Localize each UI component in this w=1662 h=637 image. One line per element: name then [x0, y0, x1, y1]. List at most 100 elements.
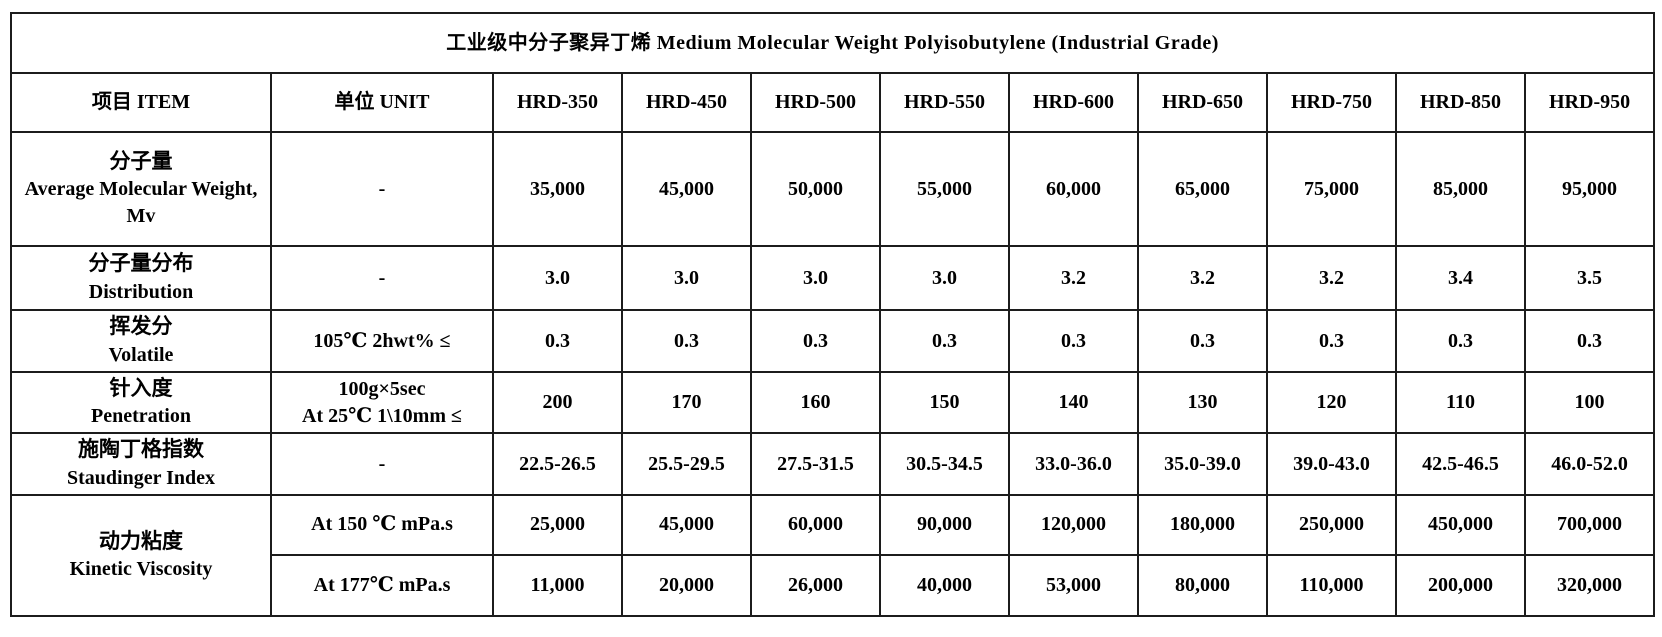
value-cell: 130	[1137, 370, 1268, 435]
item-cell: 施陶丁格指数 Staudinger Index	[10, 432, 272, 496]
value-cell: 46.0-52.0	[1523, 432, 1656, 496]
header-grade: HRD-650	[1137, 72, 1268, 133]
value-cell: 45,000	[621, 131, 752, 247]
value-cell: 160	[750, 370, 881, 435]
value-cell: 0.3	[1523, 309, 1656, 373]
value-cell: 42.5-46.5	[1395, 432, 1526, 496]
value-cell: 100	[1523, 370, 1656, 435]
item-cell: 针入度 Penetration	[10, 370, 272, 435]
value-cell: 0.3	[1137, 309, 1268, 373]
header-row: 项目 ITEM 单位 UNIT HRD-350 HRD-450 HRD-500 …	[10, 72, 1656, 133]
unit-cell: 105℃ 2hwt% ≤	[270, 309, 494, 373]
value-cell: 22.5-26.5	[492, 432, 623, 496]
header-grade: HRD-950	[1523, 72, 1656, 133]
item-label-en: Staudinger Index	[66, 466, 215, 489]
value-cell: 140	[1008, 370, 1139, 435]
item-cell-kinetic-viscosity: 动力粘度 Kinetic Viscosity	[10, 493, 272, 617]
value-cell: 3.0	[750, 245, 881, 311]
value-cell: 3.0	[621, 245, 752, 311]
unit-cell: 100g×5sec At 25℃ 1\10mm ≤	[270, 370, 494, 435]
value-cell: 45,000	[621, 493, 752, 556]
value-cell: 180,000	[1137, 493, 1268, 556]
value-cell: 0.3	[879, 309, 1010, 373]
value-cell: 26,000	[750, 553, 881, 617]
value-cell: 200	[492, 370, 623, 435]
title-row: 工业级中分子聚异丁烯 Medium Molecular Weight Polyi…	[9, 12, 1656, 74]
value-cell: 60,000	[750, 493, 881, 556]
unit-line-1: 100g×5sec	[338, 377, 426, 400]
value-cell: 30.5-34.5	[879, 432, 1010, 496]
value-cell: 3.0	[879, 245, 1010, 311]
value-cell: 450,000	[1395, 493, 1526, 556]
item-label-en: Kinetic Viscosity	[69, 557, 213, 580]
value-cell: 0.3	[1266, 309, 1397, 373]
value-cell: 0.3	[621, 309, 752, 373]
item-label-zh: 动力粘度	[99, 529, 183, 553]
item-label-zh: 挥发分	[109, 315, 173, 339]
value-cell: 55,000	[879, 131, 1010, 247]
header-grade: HRD-600	[1008, 72, 1139, 133]
item-label-zh: 分子量	[109, 149, 173, 173]
header-grade: HRD-500	[750, 72, 881, 133]
value-cell: 50,000	[750, 131, 881, 247]
value-cell: 85,000	[1395, 131, 1526, 247]
value-cell: 35.0-39.0	[1137, 432, 1268, 496]
header-grade: HRD-350	[492, 72, 623, 133]
value-cell: 25.5-29.5	[621, 432, 752, 496]
value-cell: 3.2	[1137, 245, 1268, 311]
unit-cell: At 150 ℃ mPa.s	[270, 493, 494, 556]
value-cell: 75,000	[1266, 131, 1397, 247]
value-cell: 700,000	[1523, 493, 1656, 556]
value-cell: 0.3	[1395, 309, 1526, 373]
item-cell: 挥发分 Volatile	[10, 309, 272, 373]
value-cell: 250,000	[1266, 493, 1397, 556]
header-grade: HRD-550	[879, 72, 1010, 133]
value-cell: 3.5	[1523, 245, 1656, 311]
item-cell: 分子量分布 Distribution	[10, 245, 272, 311]
value-cell: 11,000	[492, 553, 623, 617]
spec-sheet: 工业级中分子聚异丁烯 Medium Molecular Weight Polyi…	[0, 12, 1662, 637]
item-label-en: Volatile	[108, 343, 174, 366]
value-cell: 0.3	[750, 309, 881, 373]
table-row-penetration: 针入度 Penetration 100g×5sec At 25℃ 1\10mm …	[10, 370, 1656, 435]
page-title: 工业级中分子聚异丁烯 Medium Molecular Weight Polyi…	[9, 12, 1656, 74]
value-cell: 110,000	[1266, 553, 1397, 617]
value-cell: 3.2	[1266, 245, 1397, 311]
value-cell: 170	[621, 370, 752, 435]
value-cell: 39.0-43.0	[1266, 432, 1397, 496]
value-cell: 0.3	[1008, 309, 1139, 373]
header-grade: HRD-850	[1395, 72, 1526, 133]
item-label-en: Distribution	[88, 280, 194, 303]
header-item: 项目 ITEM	[10, 72, 272, 133]
unit-cell: At 177℃ mPa.s	[270, 553, 494, 617]
value-cell: 120	[1266, 370, 1397, 435]
value-cell: 3.0	[492, 245, 623, 311]
unit-cell: -	[270, 131, 494, 247]
value-cell: 90,000	[879, 493, 1010, 556]
value-cell: 95,000	[1523, 131, 1656, 247]
table-row-kinetic-viscosity-177: At 177℃ mPa.s 11,000 20,000 26,000 40,00…	[11, 553, 1656, 617]
table-row-staudinger-index: 施陶丁格指数 Staudinger Index - 22.5-26.5 25.5…	[10, 432, 1656, 496]
table-row-kinetic-viscosity-150: 动力粘度 Kinetic Viscosity At 150 ℃ mPa.s 25…	[10, 493, 1656, 617]
unit-cell: -	[270, 245, 494, 311]
item-label-zh: 针入度	[109, 377, 173, 400]
value-cell: 40,000	[879, 553, 1010, 617]
value-cell: 25,000	[492, 493, 623, 556]
item-label-en: Penetration	[91, 405, 191, 428]
table-row-molecular-weight: 分子量 Average Molecular Weight, Mv - 35,00…	[10, 131, 1656, 247]
item-label-zh: 施陶丁格指数	[78, 438, 204, 462]
value-cell: 60,000	[1008, 131, 1139, 247]
value-cell: 53,000	[1008, 553, 1139, 617]
value-cell: 20,000	[621, 553, 752, 617]
table-row-distribution: 分子量分布 Distribution - 3.0 3.0 3.0 3.0 3.2…	[10, 245, 1656, 311]
header-grade: HRD-450	[621, 72, 752, 133]
value-cell: 27.5-31.5	[750, 432, 881, 496]
table-row-volatile: 挥发分 Volatile 105℃ 2hwt% ≤ 0.3 0.3 0.3 0.…	[10, 309, 1656, 373]
value-cell: 0.3	[492, 309, 623, 373]
value-cell: 3.4	[1395, 245, 1526, 311]
item-label-en: Average Molecular Weight,	[24, 178, 258, 201]
value-cell: 320,000	[1523, 553, 1656, 617]
value-cell: 3.2	[1008, 245, 1139, 311]
item-label-en2: Mv	[126, 205, 156, 228]
value-cell: 65,000	[1137, 131, 1268, 247]
